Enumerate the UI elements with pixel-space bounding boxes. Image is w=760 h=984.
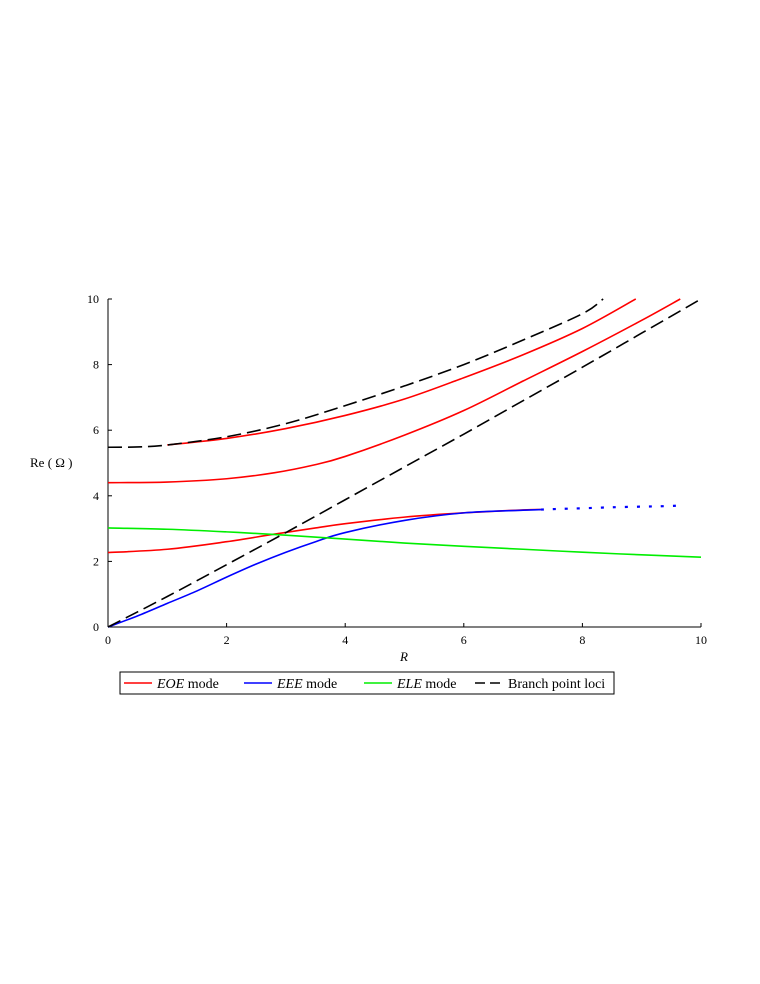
series-branch-point-loci-curve-1 [107,298,604,449]
series-eoe-curve-3 [107,508,541,554]
legend-series-suffix: mode [422,677,457,692]
legend-label-eoe: EOE mode [156,677,219,692]
series-branch-point-loci-curve-2 [107,298,702,628]
series-eoe-curve-1 [167,298,637,446]
x-tick-label: 10 [695,633,707,647]
y-tick-label: 2 [93,554,99,568]
x-tick-label: 2 [224,633,230,647]
legend-series-name: ELE [396,677,422,692]
legend-series-name: EOE [156,677,185,692]
legend-series-name: Branch point loci [508,677,605,692]
y-axis-label: Re ( Ω ) [30,455,73,470]
x-axis-label: R [399,649,408,664]
series-eoe-curve-2 [107,298,681,484]
series-ele-curve-1 [107,527,702,558]
y-tick-label: 8 [93,358,99,372]
legend-series-suffix: mode [184,677,219,692]
y-ticks: 0 2 4 6 8 10 [87,292,112,634]
axes [107,299,701,628]
legend-series-name: EEE [276,677,303,692]
x-tick-label: 0 [105,633,111,647]
series-eee-curve-1 [107,508,541,628]
y-tick-label: 0 [93,620,99,634]
legend-series-suffix: mode [303,677,338,692]
y-tick-label: 6 [93,423,99,437]
legend-label-ele: ELE mode [396,677,457,692]
x-tick-label: 6 [461,633,467,647]
series-eee-curve-2 [540,504,681,511]
legend: EOE mode EEE mode ELE mode Branch point loc… [119,671,615,695]
legend-items: EOE mode EEE mode ELE mode Branch point loc… [124,677,605,692]
x-ticks: 0 2 4 6 8 10 [105,623,707,647]
y-tick-label: 10 [87,292,99,306]
plot-series [107,298,702,628]
legend-label-eee: EEE mode [276,677,337,692]
legend-label-branch-point-loci: Branch point loci [508,677,605,692]
x-tick-label: 8 [579,633,585,647]
y-tick-label: 4 [93,489,99,503]
x-tick-label: 4 [342,633,348,647]
